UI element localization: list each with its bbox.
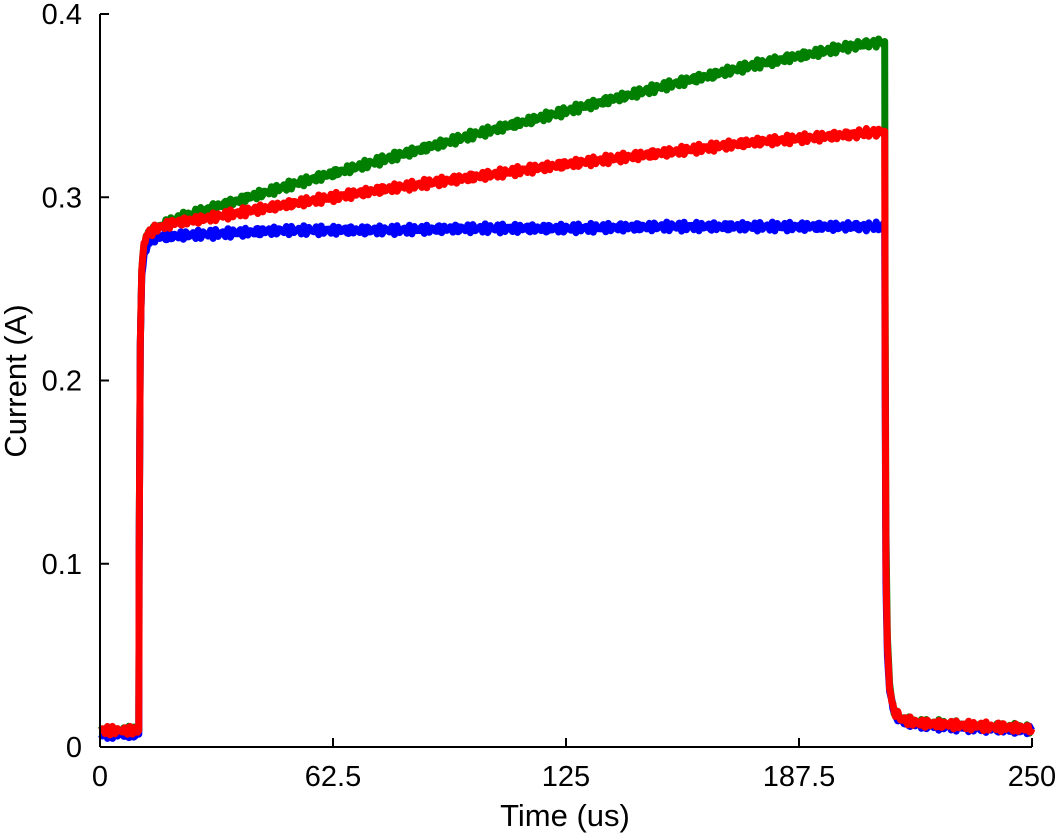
series-line-3 <box>97 125 1036 739</box>
y-tick-label: 0.2 <box>42 366 82 398</box>
y-axis-label: Current (A) <box>0 304 33 457</box>
y-tick-label: 0 <box>66 732 82 764</box>
y-tick-label: 0.4 <box>42 0 82 31</box>
x-tick-label: 187.5 <box>763 761 836 793</box>
y-tick-label: 0.3 <box>42 182 82 214</box>
x-tick-label: 250 <box>1008 761 1056 793</box>
series-line-2 <box>97 218 1035 742</box>
x-tick-label: 0 <box>92 761 108 793</box>
series-line-1 <box>97 35 1035 739</box>
x-axis-label: Time (us) <box>500 798 630 833</box>
y-tick-label: 0.1 <box>42 549 82 581</box>
x-tick-label: 125 <box>542 761 590 793</box>
x-tick-label: 62.5 <box>305 761 361 793</box>
ticks-layer: 0 62.5 125 187.5 250 0 0.1 0.2 0.3 0.4 <box>42 0 1057 793</box>
series-layer <box>97 35 1036 742</box>
